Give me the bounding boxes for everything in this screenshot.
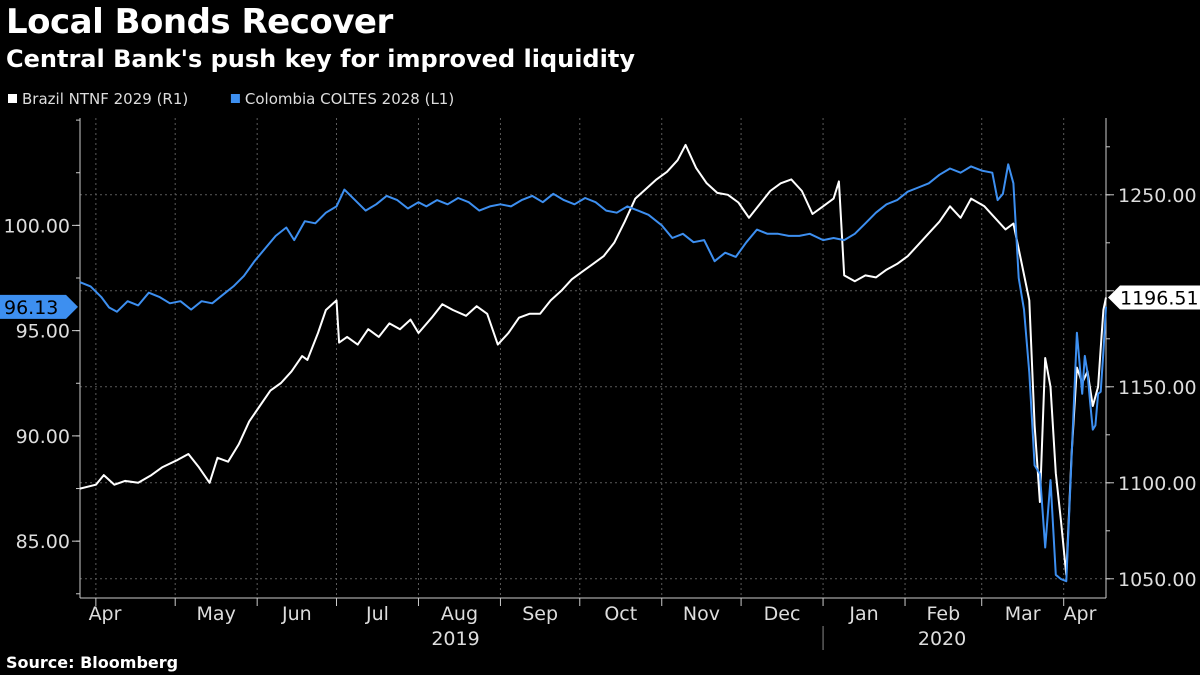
source-note: Source: Bloomberg	[6, 653, 179, 672]
month-label: Sep	[522, 603, 558, 625]
series-line	[79, 163, 1107, 583]
series-lines	[79, 143, 1107, 583]
month-label: Nov	[683, 603, 720, 625]
legend-label: Colombia COLTES 2028 (L1)	[245, 90, 454, 108]
x-axis-year-labels: 2019 2020	[431, 626, 966, 650]
chart-title: Local Bonds Recover	[6, 2, 393, 42]
year-label: 2019	[431, 628, 479, 650]
right-tick-label: 1250.00	[1118, 185, 1197, 207]
left-tick-label: 100.00	[4, 215, 70, 237]
legend-label: Brazil NTNF 2029 (R1)	[22, 90, 188, 108]
right-value-badge-label: 1196.51	[1120, 288, 1199, 310]
month-label: Aug	[441, 603, 478, 625]
last-value-badges: 1196.51 96.13	[0, 285, 1200, 319]
month-label: May	[197, 603, 236, 625]
legend-swatch	[8, 94, 17, 103]
right-tick-label: 1100.00	[1118, 473, 1197, 495]
month-label: Oct	[604, 603, 637, 625]
chart-subtitle: Central Bank's push key for improved liq…	[6, 45, 635, 73]
left-axis-ticks: 85.00 90.00 95.00 100.00	[4, 119, 80, 595]
right-tick-label: 1050.00	[1118, 569, 1197, 591]
month-label: Apr	[89, 603, 122, 625]
left-tick-label: 85.00	[16, 531, 70, 553]
month-label: Mar	[1005, 603, 1041, 625]
month-label: Jun	[281, 603, 312, 625]
month-label: Jan	[848, 603, 878, 625]
legend: Brazil NTNF 2029 (R1) Colombia COLTES 202…	[8, 90, 454, 108]
left-tick-label: 95.00	[16, 321, 70, 343]
right-tick-label: 1150.00	[1118, 377, 1197, 399]
left-tick-label: 90.00	[16, 426, 70, 448]
axes	[79, 118, 1107, 599]
left-value-badge	[0, 294, 78, 319]
right-axis-ticks: 1050.00 1100.00 1150.00 1250.00	[1106, 146, 1197, 591]
left-value-badge-label: 96.13	[4, 297, 58, 319]
legend-swatch	[230, 94, 240, 103]
year-label: 2020	[918, 628, 966, 650]
right-value-badge	[1108, 285, 1200, 310]
month-label: Apr	[1064, 603, 1097, 625]
month-label: Jul	[365, 603, 389, 625]
series-line	[79, 143, 1107, 576]
month-label: Feb	[927, 603, 961, 625]
x-axis-month-labels: Apr May Jun Jul Aug Sep Oct Nov Dec Jan Feb Mar Apr	[89, 598, 1097, 625]
grid-lines	[80, 118, 1106, 598]
month-label: Dec	[764, 603, 801, 625]
